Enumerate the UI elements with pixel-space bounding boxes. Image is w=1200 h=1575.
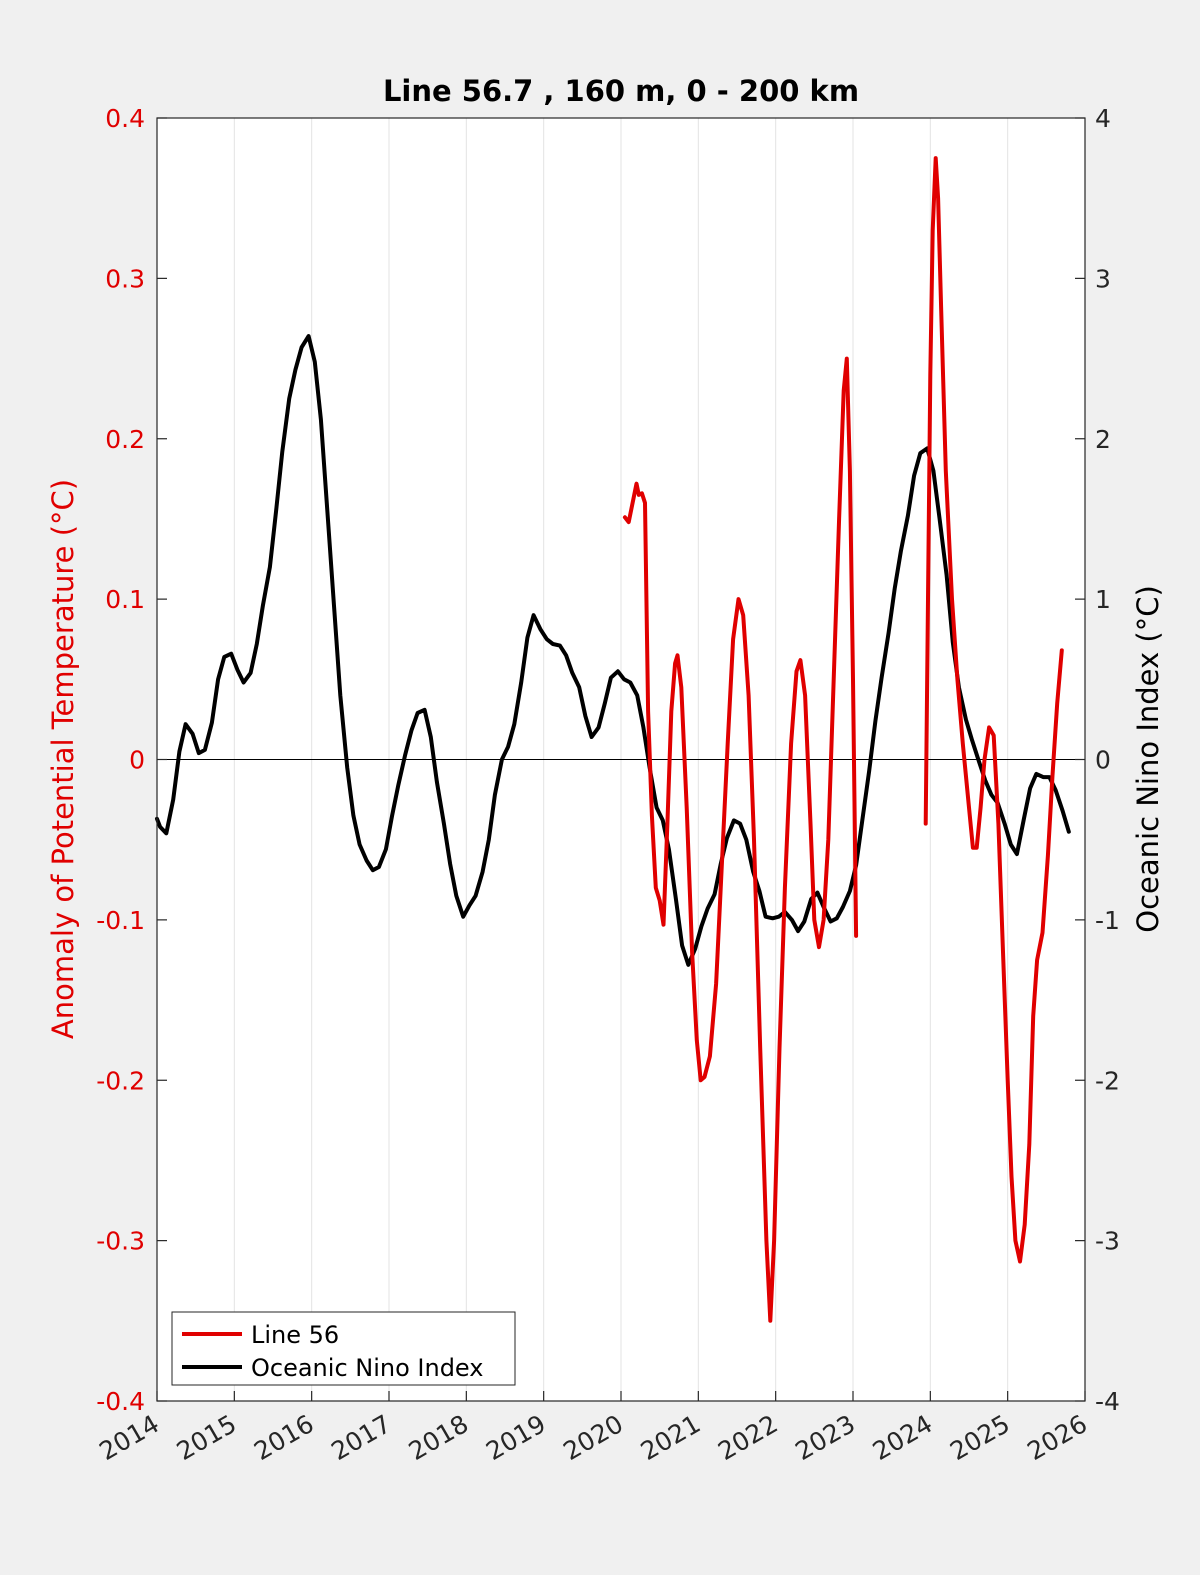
y-right-tick-label: -1 [1095, 906, 1120, 935]
y-left-tick-label: 0.1 [105, 585, 145, 614]
series-layer [155, 156, 1071, 1323]
y-right-tick-label: -4 [1095, 1387, 1120, 1416]
y-left-tick-label: -0.2 [96, 1066, 145, 1095]
legend: Line 56 Oceanic Nino Index [171, 1311, 516, 1386]
legend-label-oni: Oceanic Nino Index [251, 1354, 483, 1382]
y-right-tick-label: 2 [1095, 425, 1111, 454]
series-line56-line-segment-2 [923, 156, 1064, 1264]
series-oni-line-segment-1 [155, 334, 1071, 967]
y-right-tick-label: 4 [1095, 104, 1111, 133]
series-line56-line-segment-1 [622, 356, 859, 1323]
y-right-tick-label: 1 [1095, 585, 1111, 614]
y-right-tick-label: 0 [1095, 746, 1111, 775]
y-left-tick-label: 0 [129, 746, 145, 775]
y-left-tick-label: -0.3 [96, 1227, 145, 1256]
y-left-tick-label: -0.1 [96, 906, 145, 935]
chart-title: Line 56.7 , 160 m, 0 - 200 km [383, 74, 859, 108]
y-left-tick-label: -0.4 [96, 1387, 145, 1416]
y-axis-right-label: Oceanic Nino Index (°C) [1131, 585, 1165, 933]
legend-box [171, 1311, 516, 1386]
y-left-tick-label: 0.4 [105, 104, 145, 133]
y-left-tick-label: 0.2 [105, 425, 145, 454]
legend-label-line56: Line 56 [251, 1321, 339, 1349]
y-axis-left-label: Anomaly of Potential Temperature (°C) [46, 479, 80, 1039]
y-left-tick-label: 0.3 [105, 264, 145, 293]
y-right-tick-label: -2 [1095, 1066, 1120, 1095]
y-right-tick-label: -3 [1095, 1227, 1120, 1256]
y-right-tick-label: 3 [1095, 264, 1111, 293]
